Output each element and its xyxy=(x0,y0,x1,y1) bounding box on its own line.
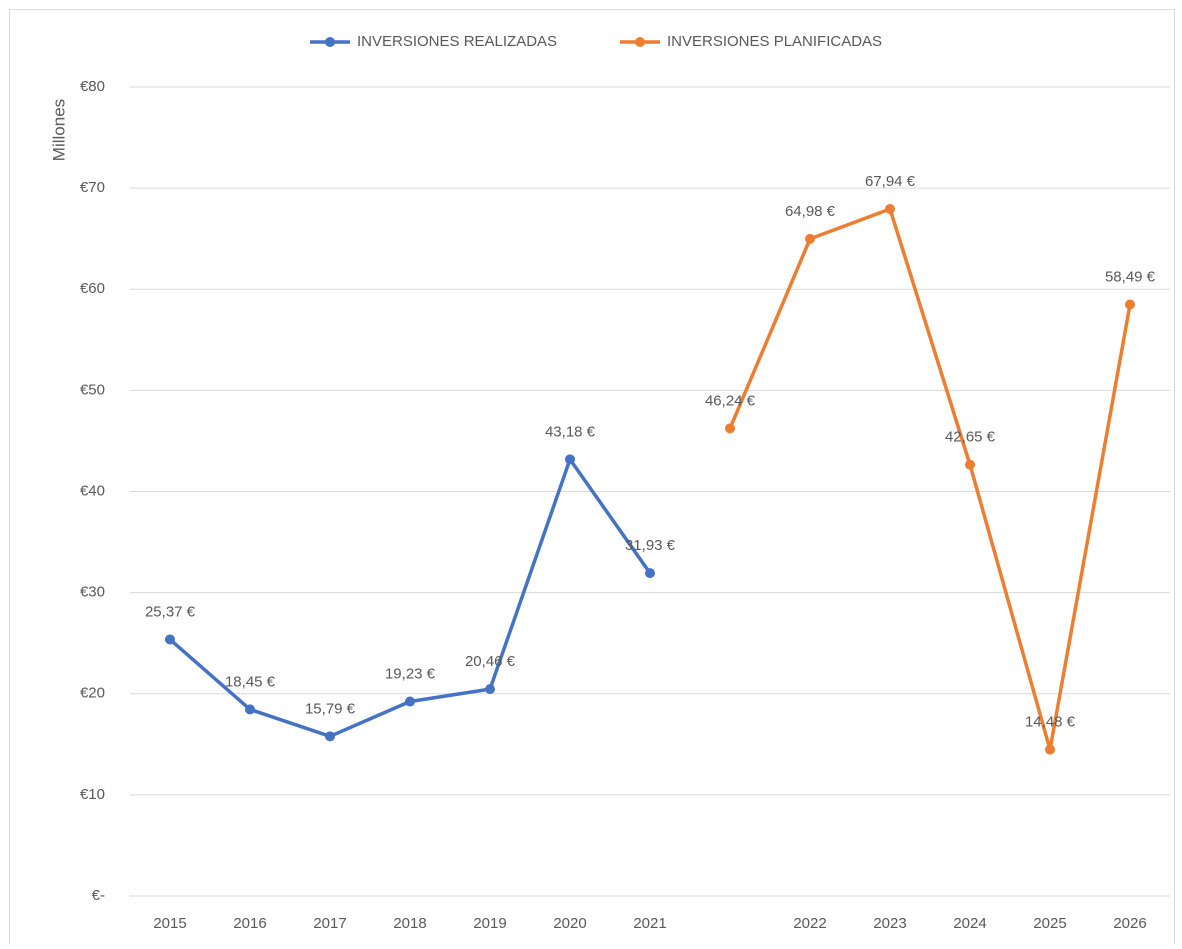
data-point xyxy=(405,696,415,707)
x-tick-label: 2016 xyxy=(233,915,266,932)
x-tick-label: 2017 xyxy=(313,915,346,932)
chart-border xyxy=(9,9,1175,949)
x-tick-label: 2021 xyxy=(633,915,666,932)
data-label: 64,98 € xyxy=(785,203,836,220)
data-point xyxy=(1045,744,1055,755)
legend-label: INVERSIONES PLANIFICADAS xyxy=(667,33,882,50)
data-label: 46,24 € xyxy=(705,392,756,409)
y-tick-label: €60 xyxy=(80,280,105,297)
legend-marker xyxy=(635,37,645,47)
y-tick-label: €50 xyxy=(80,381,105,398)
y-tick-label: €20 xyxy=(80,685,105,702)
y-tick-label: €- xyxy=(92,887,105,904)
y-tick-label: €10 xyxy=(80,786,105,803)
y-tick-label: €70 xyxy=(80,179,105,196)
y-tick-label: €30 xyxy=(80,584,105,601)
data-label: 67,94 € xyxy=(865,173,916,190)
x-tick-label: 2020 xyxy=(553,915,586,932)
x-tick-label: 2022 xyxy=(793,915,826,932)
data-label: 18,45 € xyxy=(225,673,276,690)
data-label: 25,37 € xyxy=(145,603,196,620)
x-tick-label: 2018 xyxy=(393,915,426,932)
x-tick-label: 2019 xyxy=(473,915,506,932)
series-line xyxy=(728,207,1132,752)
data-label: 19,23 € xyxy=(385,666,436,683)
data-point xyxy=(485,684,495,695)
x-tick-label: 2023 xyxy=(873,915,906,932)
data-point xyxy=(245,704,255,715)
data-label: 20,46 € xyxy=(465,653,516,670)
y-tick-label: €80 xyxy=(80,78,105,95)
data-label: 58,49 € xyxy=(1105,268,1156,285)
data-label: 43,18 € xyxy=(545,423,596,440)
data-point xyxy=(645,568,655,579)
x-tick-label: 2024 xyxy=(953,915,986,932)
y-axis-label: Millones xyxy=(49,99,68,161)
y-tick-label: €40 xyxy=(80,482,105,499)
data-label: 15,79 € xyxy=(305,700,356,717)
legend-marker xyxy=(325,37,335,47)
x-tick-label: 2015 xyxy=(153,915,186,932)
data-point xyxy=(885,203,895,214)
data-point xyxy=(725,423,735,434)
data-label: 42,65 € xyxy=(945,429,996,446)
data-point xyxy=(1125,299,1135,310)
data-point xyxy=(565,454,575,465)
x-tick-label: 2026 xyxy=(1113,915,1146,932)
legend-label: INVERSIONES REALIZADAS xyxy=(357,33,557,50)
data-label: 14,48 € xyxy=(1025,714,1076,731)
x-tick-label: 2025 xyxy=(1033,915,1066,932)
data-label: 31,93 € xyxy=(625,537,676,554)
data-point xyxy=(965,459,975,470)
data-point xyxy=(805,233,815,244)
data-point xyxy=(165,634,175,645)
data-point xyxy=(325,731,335,742)
